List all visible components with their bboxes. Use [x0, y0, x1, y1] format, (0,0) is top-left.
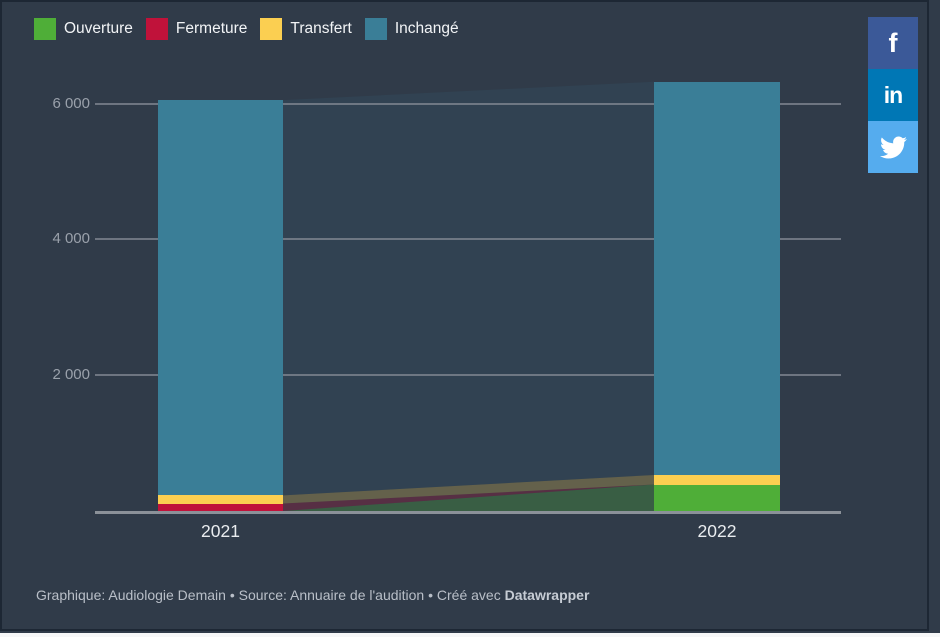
y-gridline-6000 [95, 102, 841, 105]
y-tick-label-6000: 6 000 [52, 94, 90, 112]
legend-swatch-inchange [364, 18, 387, 40]
x-axis-label-2021: 2021 [201, 521, 240, 541]
footer-created-with: Créé avec [436, 587, 501, 603]
footer-graphique-value: Audiologie Demain [108, 587, 226, 603]
bar-2021-segment-transfert[interactable] [158, 495, 283, 504]
footer-source-label: Source: [238, 587, 287, 603]
legend-swatch-fermeture [145, 18, 168, 40]
y-gridline-4000 [95, 238, 841, 241]
footer-separator-2: • [428, 587, 434, 603]
bar-2022-segment-transfert[interactable] [654, 475, 780, 485]
linkedin-icon: in [883, 81, 903, 108]
legend-label-fermeture: Fermeture [175, 20, 248, 37]
y-gridline-2000 [95, 374, 841, 377]
legend-item-inchange: Inchangé [364, 18, 459, 40]
twitter-bird-icon [879, 136, 907, 158]
footer-datawrapper-link[interactable]: Datawrapper [504, 587, 590, 603]
page-background-strip [0, 633, 940, 637]
connector-area-inchangé [283, 81, 654, 496]
legend-label-transfert: Transfert [290, 20, 352, 37]
facebook-share-button[interactable]: f [868, 17, 918, 69]
y-tick-label-4000: 4 000 [52, 230, 90, 248]
social-share-buttons: f in [868, 17, 918, 173]
bar-2021-segment-inchangé[interactable] [158, 100, 283, 496]
footer-separator-1: • [229, 587, 235, 603]
chart-footer: Graphique: Audiologie Demain • Source: A… [36, 587, 589, 603]
legend-item-fermeture: Fermeture [145, 18, 248, 40]
connector-area-fermeture [283, 484, 654, 511]
connector-area-ouverture [283, 484, 654, 511]
facebook-icon: f [888, 27, 898, 58]
legend-item-transfert: Transfert [260, 18, 352, 40]
chart-legend: Ouverture Fermeture Transfert Inchangé [34, 18, 459, 40]
twitter-share-button[interactable] [868, 121, 918, 173]
footer-source-value: Annuaire de l'audition [290, 587, 425, 603]
y-tick-label-2000: 2 000 [52, 366, 90, 384]
x-axis-label-2022: 2022 [697, 521, 737, 541]
legend-swatch-ouverture [34, 18, 56, 40]
legend-label-ouverture: Ouverture [64, 20, 133, 37]
legend-item-ouverture: Ouverture [34, 18, 133, 40]
connector-area-transfert [283, 475, 654, 504]
bar-2022-segment-ouverture[interactable] [654, 484, 780, 511]
x-axis-baseline [95, 511, 841, 514]
bar-2022-segment-inchangé[interactable] [654, 81, 780, 475]
legend-label-inchange: Inchangé [394, 20, 459, 37]
linkedin-share-button[interactable]: in [868, 69, 918, 121]
legend-swatch-transfert [260, 18, 283, 40]
footer-graphique-label: Graphique: [36, 587, 106, 603]
bar-2021-segment-fermeture[interactable] [158, 503, 283, 511]
